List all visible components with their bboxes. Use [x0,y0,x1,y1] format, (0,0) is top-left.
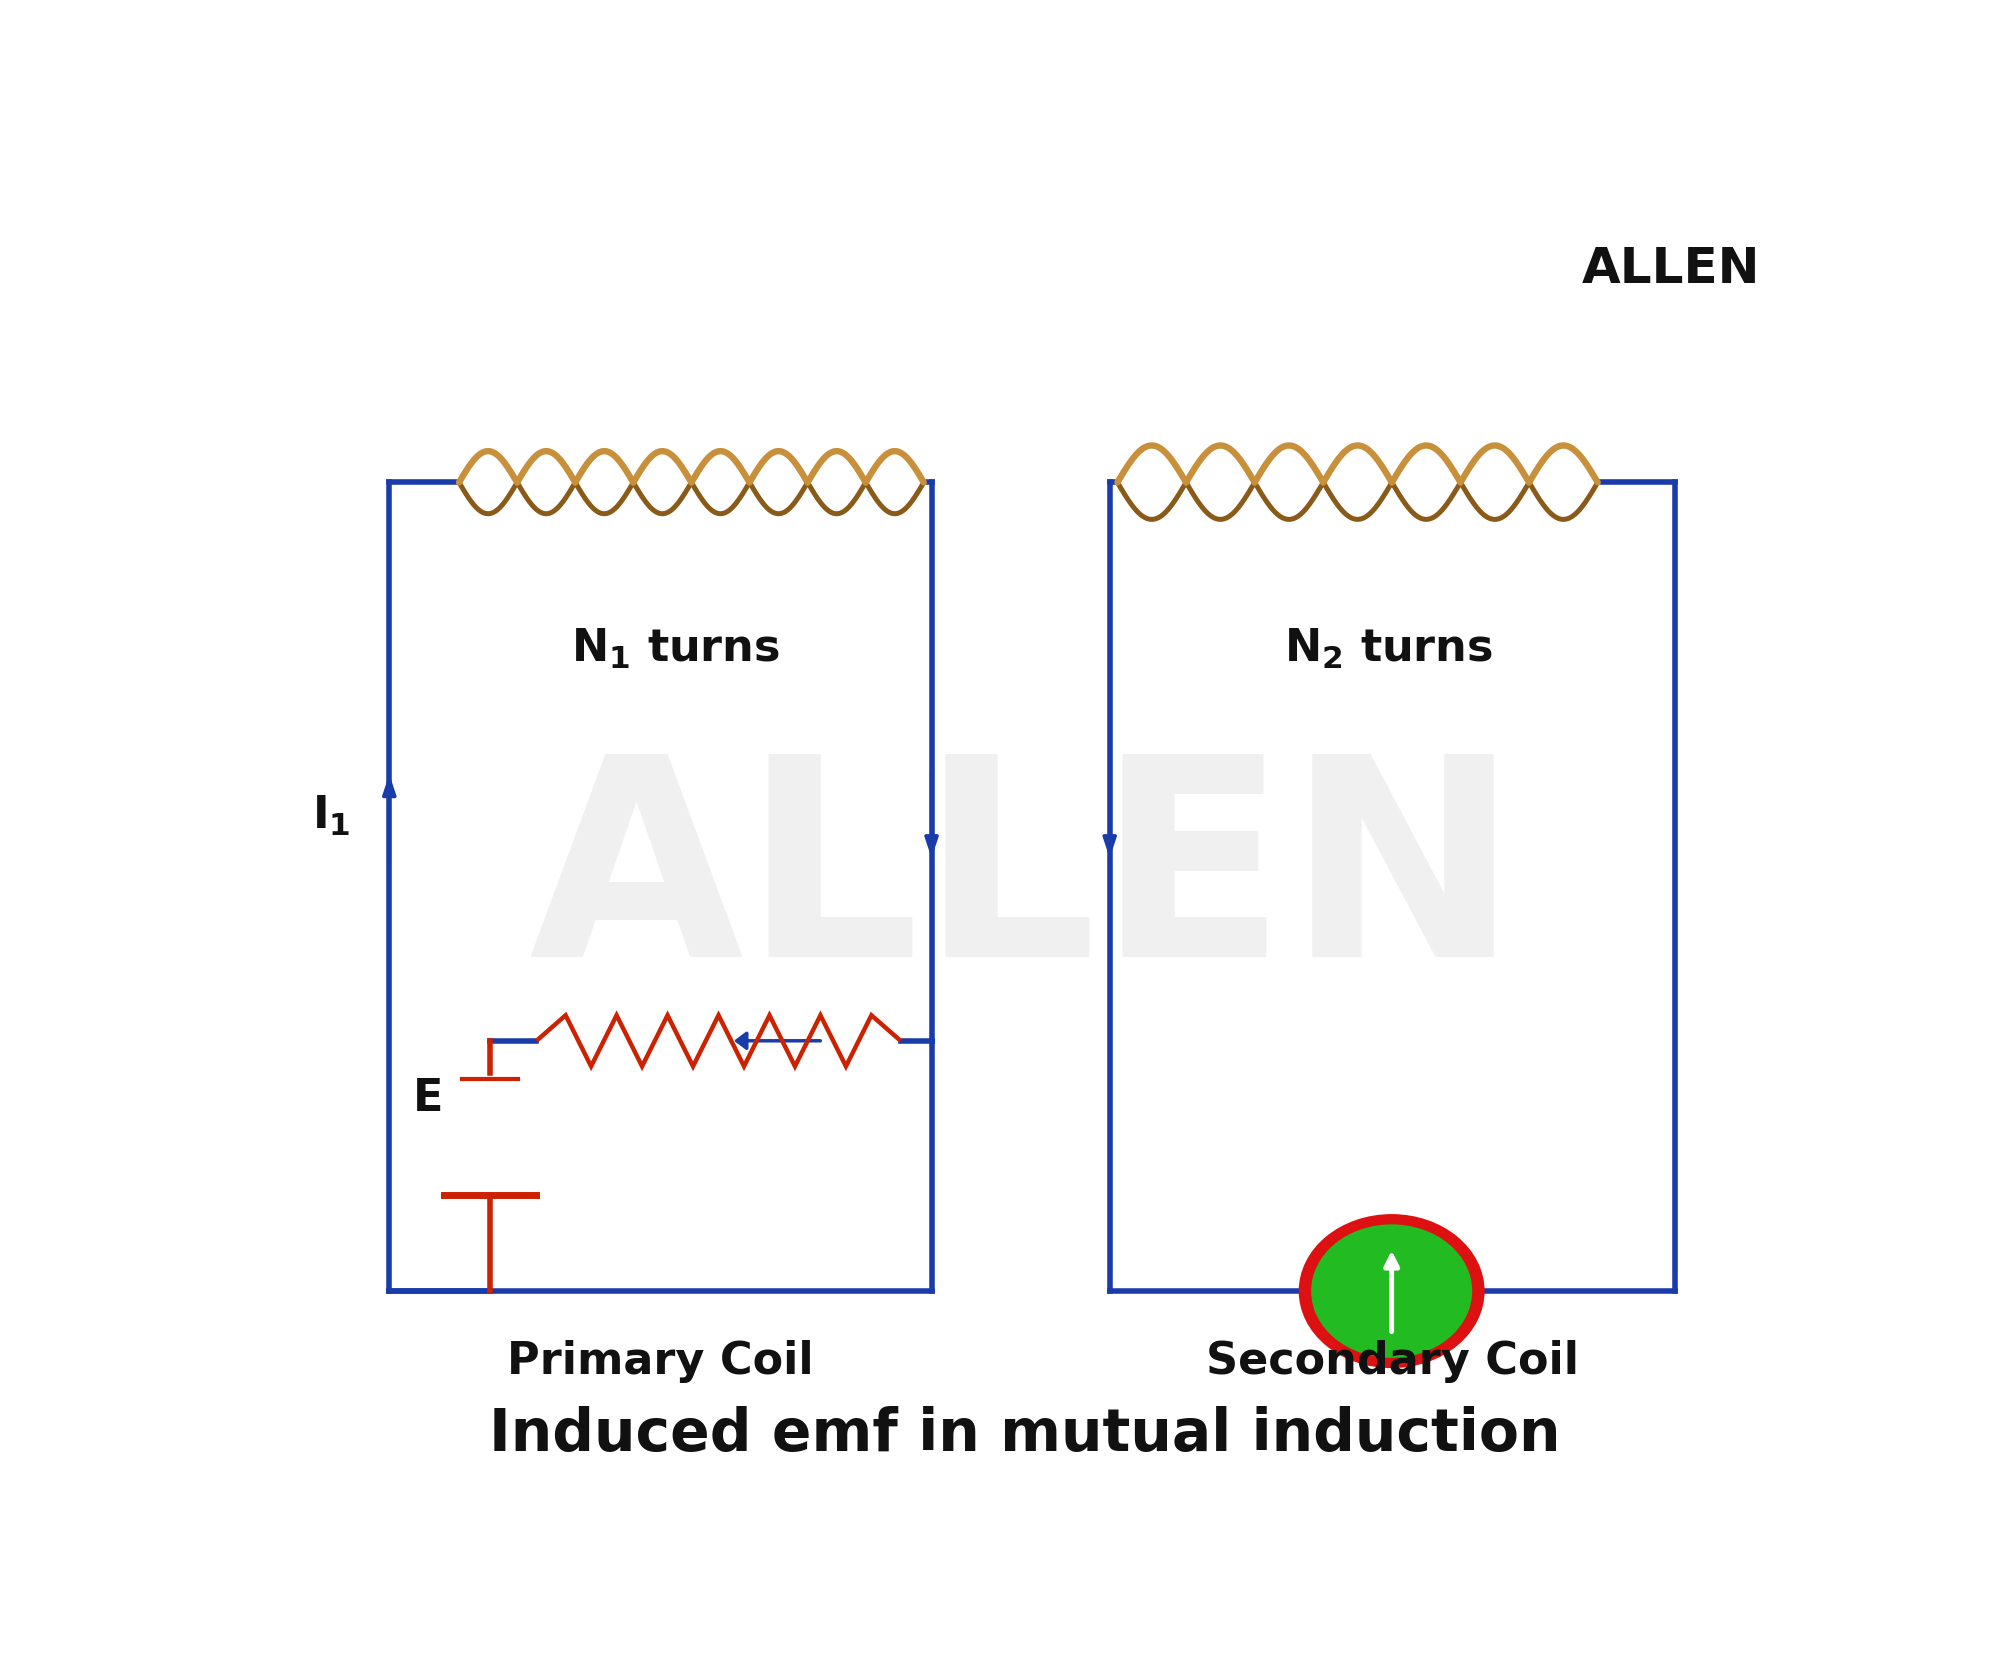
Circle shape [1299,1214,1485,1369]
Text: $\mathbf{N_2}$ turns: $\mathbf{N_2}$ turns [1283,627,1493,672]
Text: $\mathbf{N_1}$ turns: $\mathbf{N_1}$ turns [571,627,779,672]
Text: Induced emf in mutual induction: Induced emf in mutual induction [488,1407,1560,1464]
Text: E: E [414,1077,444,1120]
Text: Primary Coil: Primary Coil [507,1340,813,1384]
Text: ALLEN: ALLEN [1580,245,1760,293]
Text: $\mathbf{I_1}$: $\mathbf{I_1}$ [312,793,350,839]
Text: Secondary Coil: Secondary Coil [1205,1340,1578,1384]
Circle shape [1311,1224,1471,1359]
Text: ALLEN: ALLEN [529,745,1518,1015]
